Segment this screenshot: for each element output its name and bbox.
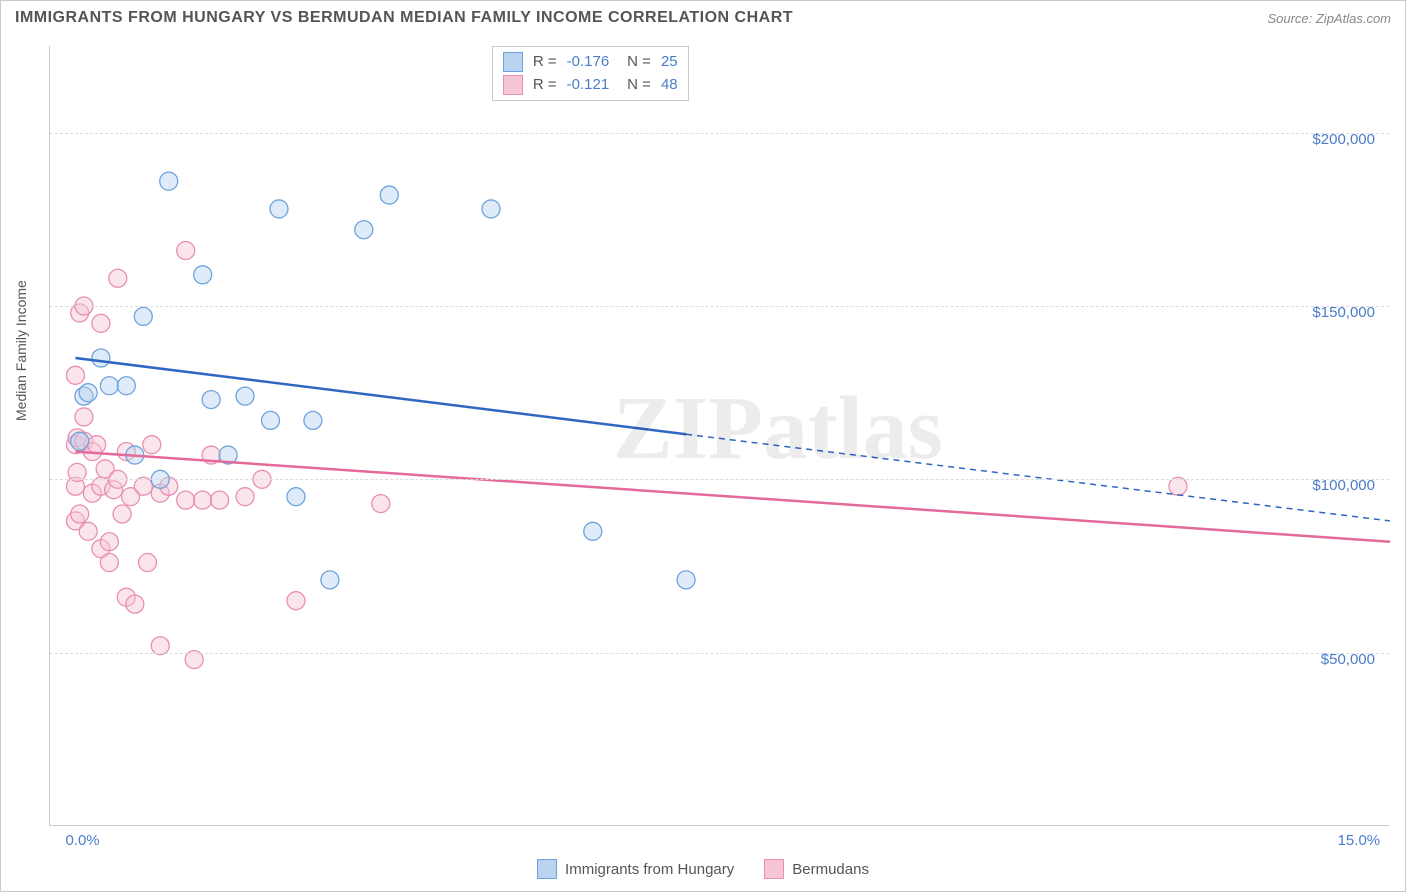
scatter-point-hungary: [355, 221, 373, 239]
scatter-point-bermudans: [100, 533, 118, 551]
correlation-legend: R = -0.176 N = 25 R = -0.121 N = 48: [492, 46, 689, 101]
scatter-point-bermudans: [79, 522, 97, 540]
n-value: 25: [661, 51, 678, 74]
scatter-point-bermudans: [75, 408, 93, 426]
r-label: R =: [533, 74, 557, 97]
chart-title: IMMIGRANTS FROM HUNGARY VS BERMUDAN MEDI…: [15, 9, 793, 27]
x-tick-label: 15.0%: [1338, 832, 1381, 849]
x-tick-label: 0.0%: [65, 832, 99, 849]
gridline: [50, 306, 1389, 307]
scatter-point-bermudans: [287, 592, 305, 610]
scatter-point-bermudans: [211, 491, 229, 509]
scatter-point-hungary: [79, 384, 97, 402]
scatter-point-hungary: [117, 377, 135, 395]
y-tick-label: $200,000: [1312, 131, 1375, 148]
plot-svg: [50, 46, 1389, 825]
scatter-point-hungary: [100, 377, 118, 395]
trend-line-dashed-hungary: [686, 434, 1390, 521]
n-value: 48: [661, 74, 678, 97]
legend-swatch: [764, 859, 784, 879]
scatter-point-bermudans: [66, 366, 84, 384]
scatter-point-bermudans: [194, 491, 212, 509]
y-tick-label: $150,000: [1312, 304, 1375, 321]
legend-row: R = -0.121 N = 48: [503, 74, 678, 97]
legend-label: Bermudans: [792, 861, 869, 878]
r-value: -0.121: [567, 74, 610, 97]
gridline: [50, 133, 1389, 134]
scatter-point-hungary: [304, 411, 322, 429]
scatter-point-bermudans: [126, 595, 144, 613]
scatter-point-hungary: [677, 571, 695, 589]
y-tick-label: $100,000: [1312, 477, 1375, 494]
scatter-point-bermudans: [92, 314, 110, 332]
plot-area: ZIPatlas R =-0.176N =25R =-0.121N =48 $5…: [49, 46, 1389, 826]
legend-label: Immigrants from Hungary: [565, 861, 734, 878]
scatter-point-hungary: [134, 307, 152, 325]
scatter-point-hungary: [270, 200, 288, 218]
scatter-point-bermudans: [88, 436, 106, 454]
scatter-point-hungary: [202, 391, 220, 409]
legend-swatch: [537, 859, 557, 879]
scatter-point-hungary: [194, 266, 212, 284]
scatter-point-hungary: [584, 522, 602, 540]
scatter-point-bermudans: [139, 554, 157, 572]
source-label: Source: ZipAtlas.com: [1267, 11, 1391, 26]
legend-item: Bermudans: [764, 859, 869, 879]
scatter-point-bermudans: [100, 554, 118, 572]
y-axis-label: Median Family Income: [13, 280, 29, 421]
scatter-point-hungary: [236, 387, 254, 405]
y-tick-label: $50,000: [1321, 651, 1375, 668]
scatter-point-hungary: [92, 349, 110, 367]
scatter-point-bermudans: [113, 505, 131, 523]
scatter-point-bermudans: [109, 269, 127, 287]
scatter-point-bermudans: [71, 505, 89, 523]
scatter-point-bermudans: [372, 495, 390, 513]
scatter-point-hungary: [321, 571, 339, 589]
scatter-point-bermudans: [143, 436, 161, 454]
n-label: N =: [627, 74, 651, 97]
scatter-point-hungary: [71, 432, 89, 450]
r-value: -0.176: [567, 51, 610, 74]
scatter-point-hungary: [482, 200, 500, 218]
series-legend: Immigrants from Hungary Bermudans: [537, 859, 869, 879]
scatter-point-bermudans: [177, 242, 195, 260]
trend-line-hungary: [75, 358, 686, 434]
legend-row: R = -0.176 N = 25: [503, 51, 678, 74]
legend-swatch: [503, 52, 523, 72]
legend-item: Immigrants from Hungary: [537, 859, 734, 879]
scatter-point-hungary: [262, 411, 280, 429]
chart-container: IMMIGRANTS FROM HUNGARY VS BERMUDAN MEDI…: [0, 0, 1406, 892]
title-bar: IMMIGRANTS FROM HUNGARY VS BERMUDAN MEDI…: [1, 1, 1405, 35]
scatter-point-bermudans: [236, 488, 254, 506]
scatter-point-hungary: [287, 488, 305, 506]
n-label: N =: [627, 51, 651, 74]
gridline: [50, 479, 1389, 480]
legend-swatch: [503, 75, 523, 95]
scatter-point-hungary: [160, 172, 178, 190]
scatter-point-bermudans: [177, 491, 195, 509]
r-label: R =: [533, 51, 557, 74]
scatter-point-hungary: [380, 186, 398, 204]
gridline: [50, 653, 1389, 654]
